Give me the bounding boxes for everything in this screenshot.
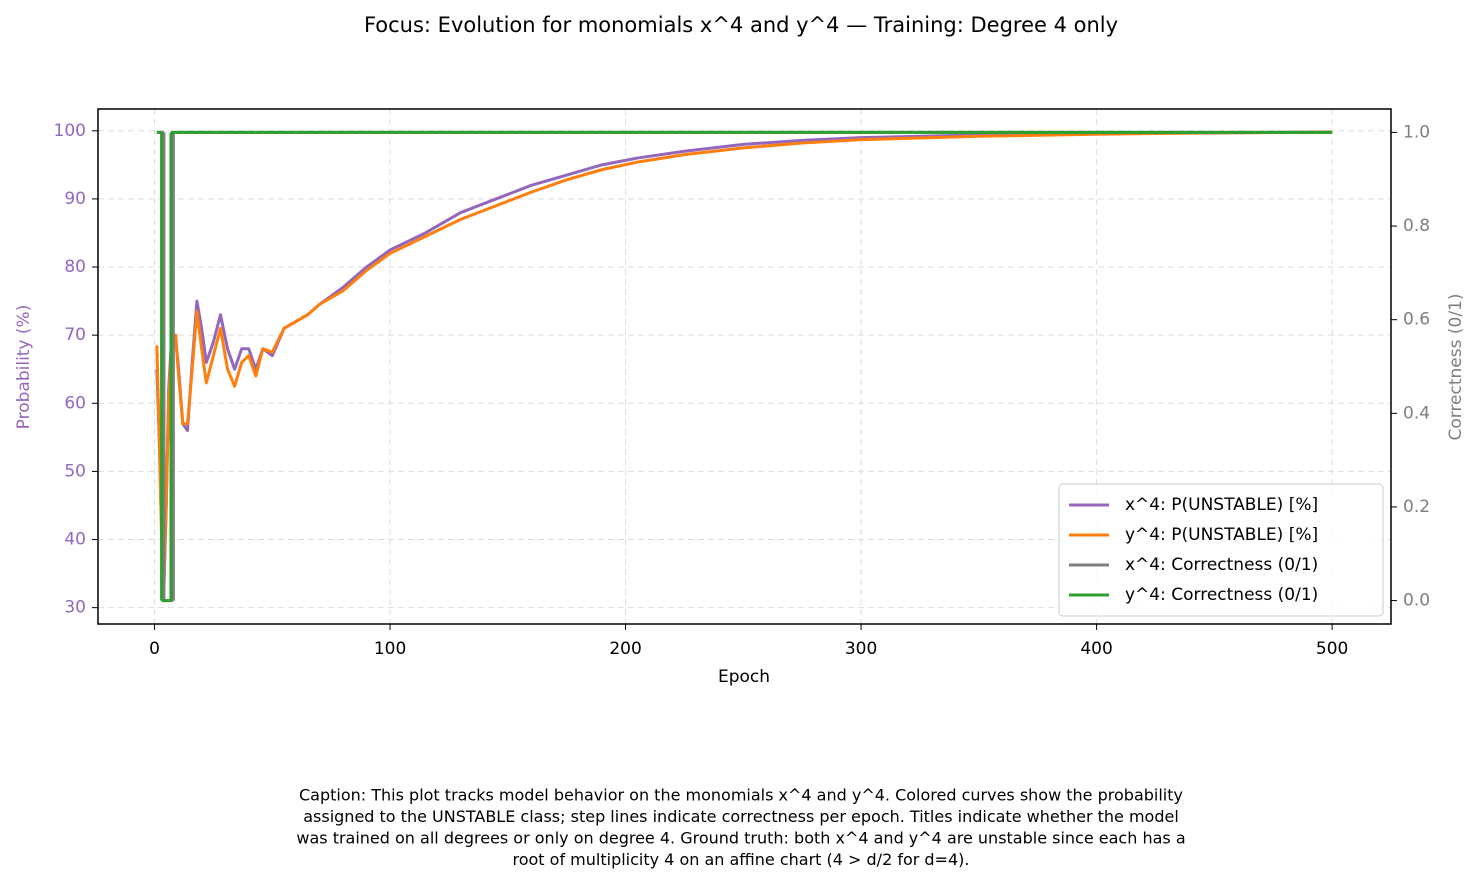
y-tick-label: 40 (64, 530, 86, 550)
plot-frame (97, 108, 1392, 625)
caption: assigned to the UNSTABLE class; step lin… (303, 807, 1179, 826)
y-tick-label: 100 (54, 121, 86, 141)
x-tick-label: 200 (609, 639, 641, 659)
y-tick-label: 60 (64, 393, 86, 413)
y2-tick-label: 0.8 (1403, 216, 1430, 236)
caption: was trained on all degrees or only on de… (296, 829, 1185, 848)
y-tick-label: 80 (64, 257, 86, 277)
x-tick-label: 500 (1316, 639, 1348, 659)
y2-tick-label: 0.0 (1403, 591, 1430, 611)
x-tick-label: 0 (149, 639, 160, 659)
y-tick-label: 90 (64, 189, 86, 209)
y2-tick-label: 0.4 (1403, 403, 1430, 423)
line (155, 130, 1333, 582)
x-tick-label: 400 (1080, 639, 1112, 659)
caption: Caption: This plot tracks model behavior… (299, 786, 1183, 805)
y2-tick-label: 0.2 (1403, 497, 1430, 517)
legend-box (1058, 483, 1384, 617)
y2-axis-label: Correctness (0/1) (1446, 293, 1466, 440)
chart-title: Focus: Evolution for monomials x^4 and y… (364, 13, 1118, 37)
y-axis-label: Probability (%) (14, 305, 34, 430)
y2-tick-label: 0.6 (1403, 310, 1430, 330)
legend-label: x^4: Correctness (0/1) (1125, 555, 1318, 575)
caption: root of multiplicity 4 on an affine char… (513, 850, 970, 869)
legend-label: y^4: Correctness (0/1) (1125, 585, 1318, 605)
x-axis-label: Epoch (718, 667, 770, 687)
y-tick-label: 30 (64, 598, 86, 618)
legend-label: x^4: P(UNSTABLE) [%] (1125, 495, 1318, 515)
y-tick-label: 70 (64, 325, 86, 345)
x-tick-label: 300 (845, 639, 877, 659)
y-tick-label: 50 (64, 461, 86, 481)
legend-label: y^4: P(UNSTABLE) [%] (1125, 525, 1318, 545)
x-tick-label: 100 (374, 639, 406, 659)
y2-tick-label: 1.0 (1403, 122, 1430, 142)
